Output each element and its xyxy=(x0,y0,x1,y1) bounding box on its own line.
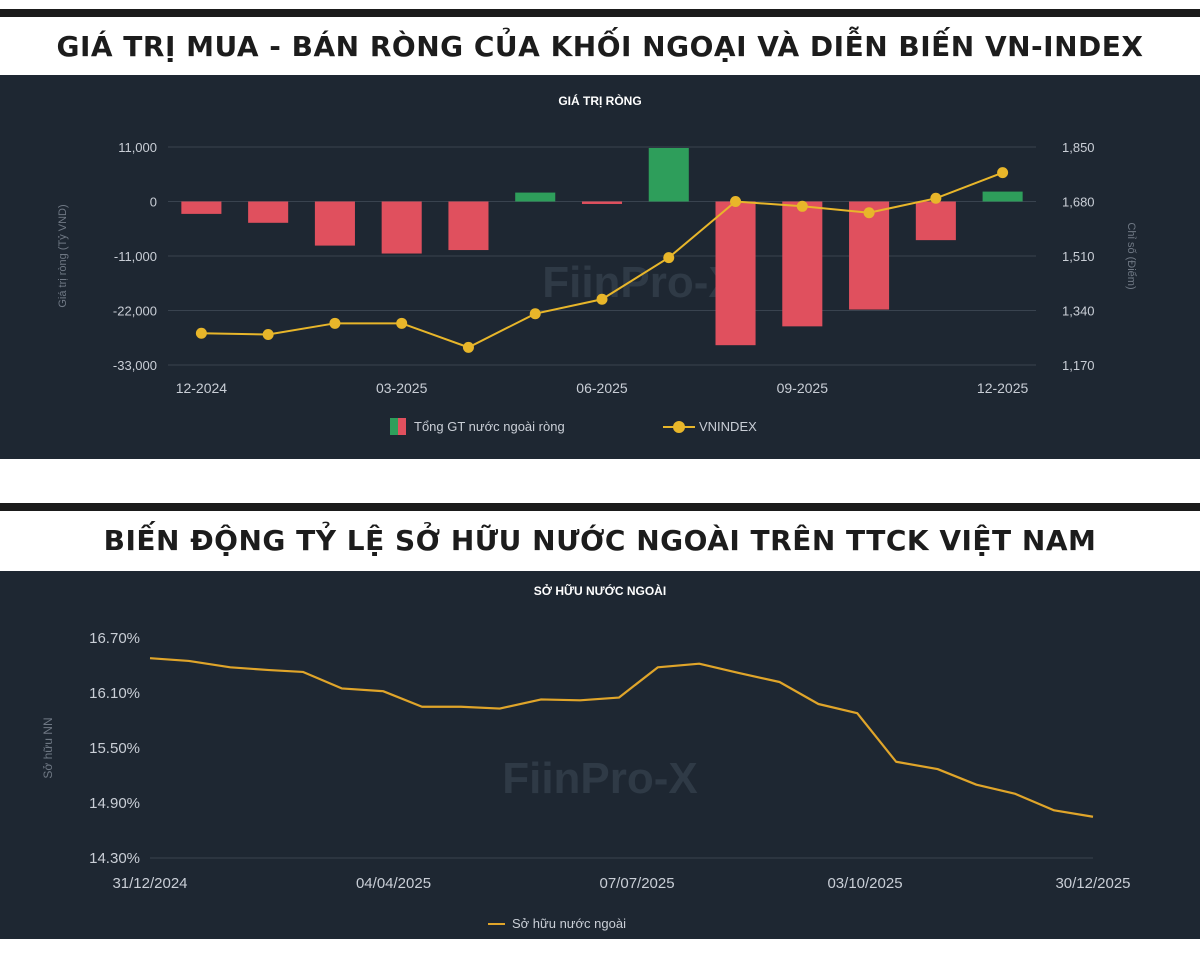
bar xyxy=(715,201,756,346)
chart-panel-net-value: GIÁ TRỊ RÒNG FiinPro-X 11,000 1,850 0 1,680 -1… xyxy=(0,75,1200,459)
y-axis-label: Giá trị ròng (Tỷ VND) xyxy=(57,204,69,307)
bar xyxy=(581,201,623,204)
chart-title: SỞ HỮU NƯỚC NGOÀI xyxy=(534,583,666,598)
vnindex-point xyxy=(529,308,541,320)
ownership-chart: SỞ HỮU NƯỚC NGOÀI FiinPro-X 16.70% 16.10% 15… xyxy=(41,583,1131,931)
watermark: FiinPro-X xyxy=(542,258,738,307)
x-tick-label: 12-2025 xyxy=(977,380,1029,396)
y-tick-label: 16.10% xyxy=(89,685,140,702)
bar xyxy=(381,201,422,254)
vnindex-point xyxy=(462,341,474,353)
y2-axis-label: Chỉ số (Điểm) xyxy=(1125,222,1137,289)
legend-swatch-bar-positive xyxy=(390,418,398,435)
vnindex-point xyxy=(262,329,274,341)
vnindex-point xyxy=(195,327,207,339)
chart-panel-ownership: SỞ HỮU NƯỚC NGOÀI FiinPro-X 16.70% 16.10% 15… xyxy=(0,571,1200,939)
y-tick-label: 0 xyxy=(150,195,157,210)
bar xyxy=(915,201,956,241)
y2-tick-label: 1,340 xyxy=(1062,304,1095,319)
legend-swatch-bar-negative xyxy=(398,418,406,435)
bar xyxy=(248,201,289,223)
y2-tick-label: 1,850 xyxy=(1062,140,1095,155)
bar xyxy=(448,201,489,251)
x-tick-label: 09-2025 xyxy=(777,380,829,396)
legend-label: Sở hữu nước ngoài xyxy=(512,916,626,931)
watermark: FiinPro-X xyxy=(502,754,698,803)
bar xyxy=(314,201,355,246)
bar xyxy=(982,191,1023,202)
x-tick-label: 03-2025 xyxy=(376,380,428,396)
bar xyxy=(648,147,689,202)
legend-swatch-point xyxy=(673,421,685,433)
legend-label-line: VNINDEX xyxy=(699,419,757,434)
legend-label-bars: Tổng GT nước ngoài ròng xyxy=(414,419,565,434)
x-tick-label: 31/12/2024 xyxy=(112,875,187,892)
vnindex-point xyxy=(663,252,675,264)
y2-tick-label: 1,170 xyxy=(1062,358,1095,373)
y-tick-label: 11,000 xyxy=(118,140,157,155)
y-tick-label: -33,000 xyxy=(113,358,157,373)
x-tick-label: 07/07/2025 xyxy=(600,875,675,892)
net-value-chart: GIÁ TRỊ RÒNG FiinPro-X 11,000 1,850 0 1,680 -1… xyxy=(57,93,1137,435)
section-heading-1: GIÁ TRỊ MUA - BÁN RÒNG CỦA KHỐI NGOẠI VÀ… xyxy=(56,30,1144,63)
vnindex-point xyxy=(596,293,608,305)
y-tick-label: 14.30% xyxy=(89,850,140,867)
section-heading-2: BIẾN ĐỘNG TỶ LỆ SỞ HỮU NƯỚC NGOÀI TRÊN T… xyxy=(103,524,1097,557)
y2-tick-label: 1,510 xyxy=(1062,249,1095,264)
bar xyxy=(181,201,222,214)
x-tick-label: 30/12/2025 xyxy=(1055,875,1130,892)
y-tick-label: -22,000 xyxy=(113,304,157,319)
bar xyxy=(849,201,890,310)
y-tick-label: 14.90% xyxy=(89,795,140,812)
vnindex-point xyxy=(329,317,341,329)
x-tick-label: 12-2024 xyxy=(176,380,228,396)
middle-rule xyxy=(0,503,1200,511)
y-axis-label: Sở hữu NN xyxy=(41,717,55,778)
vnindex-point xyxy=(863,207,875,219)
vnindex-point xyxy=(796,200,808,212)
y-tick-label: 16.70% xyxy=(89,630,140,647)
bar xyxy=(515,192,556,202)
y-tick-label: -11,000 xyxy=(114,249,157,264)
x-tick-label: 06-2025 xyxy=(576,380,628,396)
y-tick-label: 15.50% xyxy=(89,740,140,757)
ownership-line xyxy=(149,657,1094,818)
vnindex-point xyxy=(396,317,408,329)
x-tick-label: 04/04/2025 xyxy=(356,875,431,892)
vnindex-point xyxy=(997,167,1009,179)
bar xyxy=(782,201,823,327)
vnindex-point xyxy=(730,196,742,207)
chart-title: GIÁ TRỊ RÒNG xyxy=(558,93,641,108)
top-rule xyxy=(0,9,1200,17)
x-tick-label: 03/10/2025 xyxy=(827,875,902,892)
vnindex-point xyxy=(930,192,942,204)
y2-tick-label: 1,680 xyxy=(1062,195,1095,210)
